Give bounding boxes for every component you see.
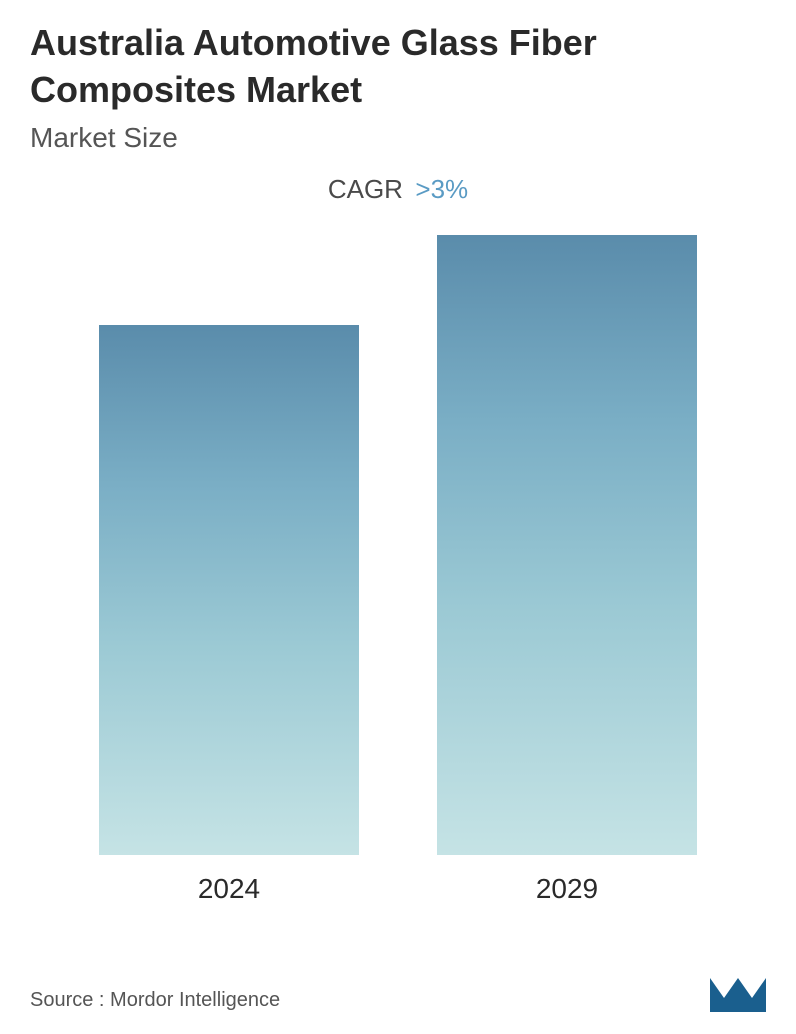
source-text: Source : Mordor Intelligence xyxy=(30,989,280,1012)
subtitle: Market Size xyxy=(30,122,766,154)
bar-label-2024: 2024 xyxy=(198,873,260,905)
bar-2029 xyxy=(437,235,697,855)
cagr-label: CAGR xyxy=(328,174,403,204)
footer: Source : Mordor Intelligence xyxy=(30,970,766,1012)
cagr-container: CAGR >3% xyxy=(30,174,766,205)
cagr-value: >3% xyxy=(415,174,468,204)
bar-2024 xyxy=(99,325,359,855)
mordor-logo-icon xyxy=(710,970,766,1012)
bar-chart: 2024 2029 xyxy=(30,265,766,905)
bar-label-2029: 2029 xyxy=(536,873,598,905)
bar-group-2024: 2024 xyxy=(89,325,369,905)
bar-group-2029: 2029 xyxy=(427,235,707,905)
page-title: Australia Automotive Glass Fiber Composi… xyxy=(30,20,766,114)
